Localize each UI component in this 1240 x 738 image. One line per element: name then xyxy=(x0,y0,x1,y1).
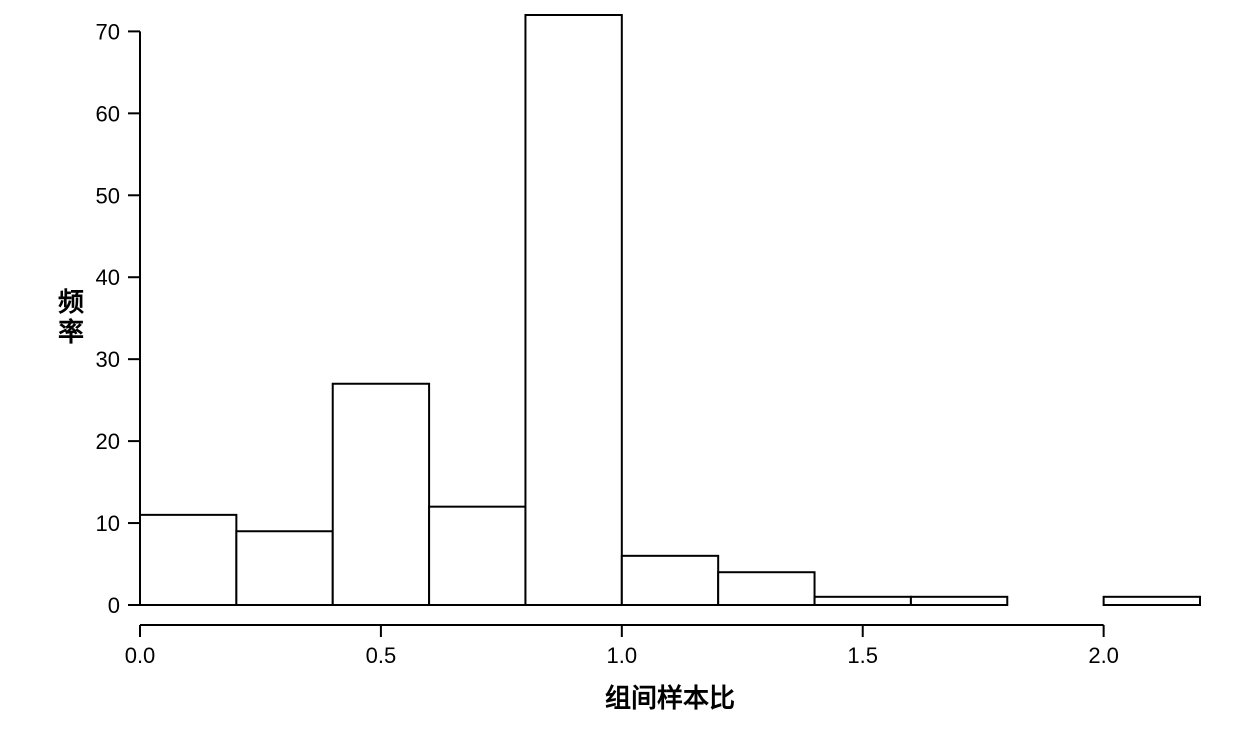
x-tick-label: 0.0 xyxy=(125,643,156,668)
histogram-chart: 0.0 0.5 1.0 1.5 2.0 组间样本比 0 10 20 30 40 50 60 70 频率 xyxy=(0,0,1240,738)
histogram-bar xyxy=(429,507,525,605)
x-tick-label: 0.5 xyxy=(366,643,397,668)
chart-svg: 0.0 0.5 1.0 1.5 2.0 组间样本比 0 10 20 30 40 50 60 70 xyxy=(0,0,1240,738)
x-tick-label: 1.0 xyxy=(607,643,638,668)
y-tick-label: 50 xyxy=(96,183,120,208)
x-tick-label: 2.0 xyxy=(1088,643,1119,668)
histogram-bar xyxy=(622,556,718,605)
histogram-bar xyxy=(1104,597,1200,605)
histogram-bar xyxy=(911,597,1007,605)
y-axis-label-text: 频率 xyxy=(52,288,89,348)
x-axis-label: 组间样本比 xyxy=(605,683,735,713)
y-tick-label: 70 xyxy=(96,19,120,44)
y-tick-label: 10 xyxy=(96,511,120,536)
y-axis-label: 频率 xyxy=(50,268,90,368)
y-tick-label: 40 xyxy=(96,265,120,290)
histogram-bar xyxy=(236,531,332,605)
y-tick-label: 60 xyxy=(96,101,120,126)
histogram-bar xyxy=(815,597,911,605)
histogram-bar xyxy=(140,515,236,605)
y-tick-label: 20 xyxy=(96,429,120,454)
histogram-bar xyxy=(333,384,429,605)
y-tick-label: 0 xyxy=(108,593,120,618)
y-tick-label: 30 xyxy=(96,347,120,372)
x-tick-label: 1.5 xyxy=(847,643,878,668)
histogram-bar xyxy=(525,15,621,605)
histogram-bar xyxy=(718,572,814,605)
